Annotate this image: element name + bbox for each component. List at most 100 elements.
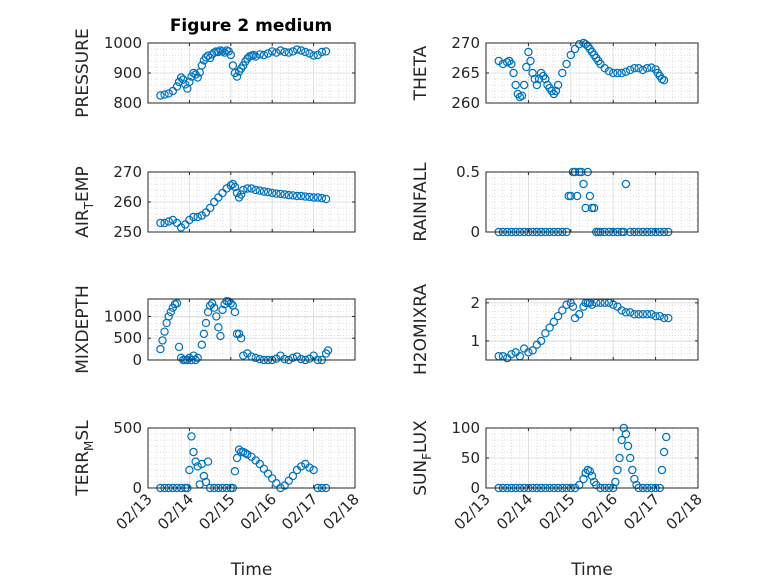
y-tick-label: 500 [113,419,142,437]
data-point [617,68,626,78]
data-point [305,192,314,202]
data-point [305,463,314,472]
data-point [526,56,535,66]
data-point [164,217,173,226]
data-point [251,52,260,61]
data-point [321,194,331,204]
data-point [659,447,669,457]
data-point [284,48,293,57]
y-tick-label: 0 [470,479,480,497]
y-axis-label: RAINFALL [411,162,431,242]
data-point [164,312,173,321]
data-point [156,344,165,354]
y-tick-label: 500 [113,329,142,347]
data-point [280,190,289,199]
data-point [662,432,671,442]
data-point [230,182,240,192]
data-point [255,459,264,469]
data-point [239,185,248,195]
data-point [251,185,260,195]
y-axis-label: TERRMSL [73,420,96,497]
data-point [659,75,669,85]
y-tick-label: 0.5 [456,163,480,181]
data-point [232,72,242,81]
y-label-main: MIXDEPTH [73,285,93,374]
data-point [317,47,327,57]
plot-area [148,299,355,360]
data-point [553,311,563,321]
data-point [296,191,306,201]
data-point [243,450,252,459]
data-point [292,191,302,201]
data-point [507,59,516,69]
data-point [566,191,576,201]
data-point [156,218,165,228]
data-point [617,435,626,445]
data-point [205,203,215,213]
axes-box [485,298,699,361]
data-point [522,62,531,72]
data-point [263,187,273,197]
data-point [174,342,184,352]
data-point [199,329,209,339]
data-point [507,350,516,359]
data-point [634,63,643,73]
data-point [301,47,310,57]
y-tick-label: 250 [113,223,142,241]
y-axis-label: H2OMIXRA [411,284,431,375]
data-point [234,445,244,454]
data-point [156,91,165,100]
data-point [236,190,246,199]
data-point [280,47,289,57]
x-tick-label: 02/17 [620,490,663,533]
data-point [218,305,227,315]
data-point [575,480,584,490]
data-point [558,306,567,315]
data-point [259,187,269,196]
data-point [210,303,219,312]
data-point [566,50,576,60]
data-point [528,346,537,355]
axes-box [147,427,356,489]
data-point [615,453,624,463]
x-tick-label: 02/14 [154,490,197,533]
x-tick-label: 02/17 [278,490,321,533]
data-point [638,65,648,75]
data-point [604,66,614,76]
data-point [572,191,582,201]
data-point [241,449,250,458]
plot-area [148,428,355,488]
data-point [589,203,599,213]
y-axis-label: PRESSURE [73,28,93,117]
data-point [164,89,173,98]
data-point [189,68,198,78]
data-point [623,441,633,451]
data-point [558,68,567,78]
data-point [519,80,529,90]
y-tick-label: 260 [113,193,142,211]
data-point [232,453,242,463]
data-point [181,80,190,89]
y-tick-label: 50 [461,449,480,467]
data-point [541,329,550,338]
data-point [625,453,635,463]
x-axis-label: Time [570,560,613,580]
data-point [172,82,182,91]
data-point [611,477,620,487]
y-label-subscript: M [82,441,96,451]
y-tick-label: 800 [113,94,142,112]
data-point [288,471,298,481]
data-point [553,80,563,90]
subplot-theta: 260 265 270 THETA [411,34,699,112]
x-tick-label: 02/16 [578,490,621,533]
data-point [296,462,306,471]
data-point [625,65,635,75]
data-point [659,313,669,323]
y-label-main: RAINFALL [411,162,431,242]
data-point [172,299,182,308]
data-point [226,181,235,190]
data-point [272,48,281,57]
data-point [207,299,217,308]
data-point [230,307,240,317]
